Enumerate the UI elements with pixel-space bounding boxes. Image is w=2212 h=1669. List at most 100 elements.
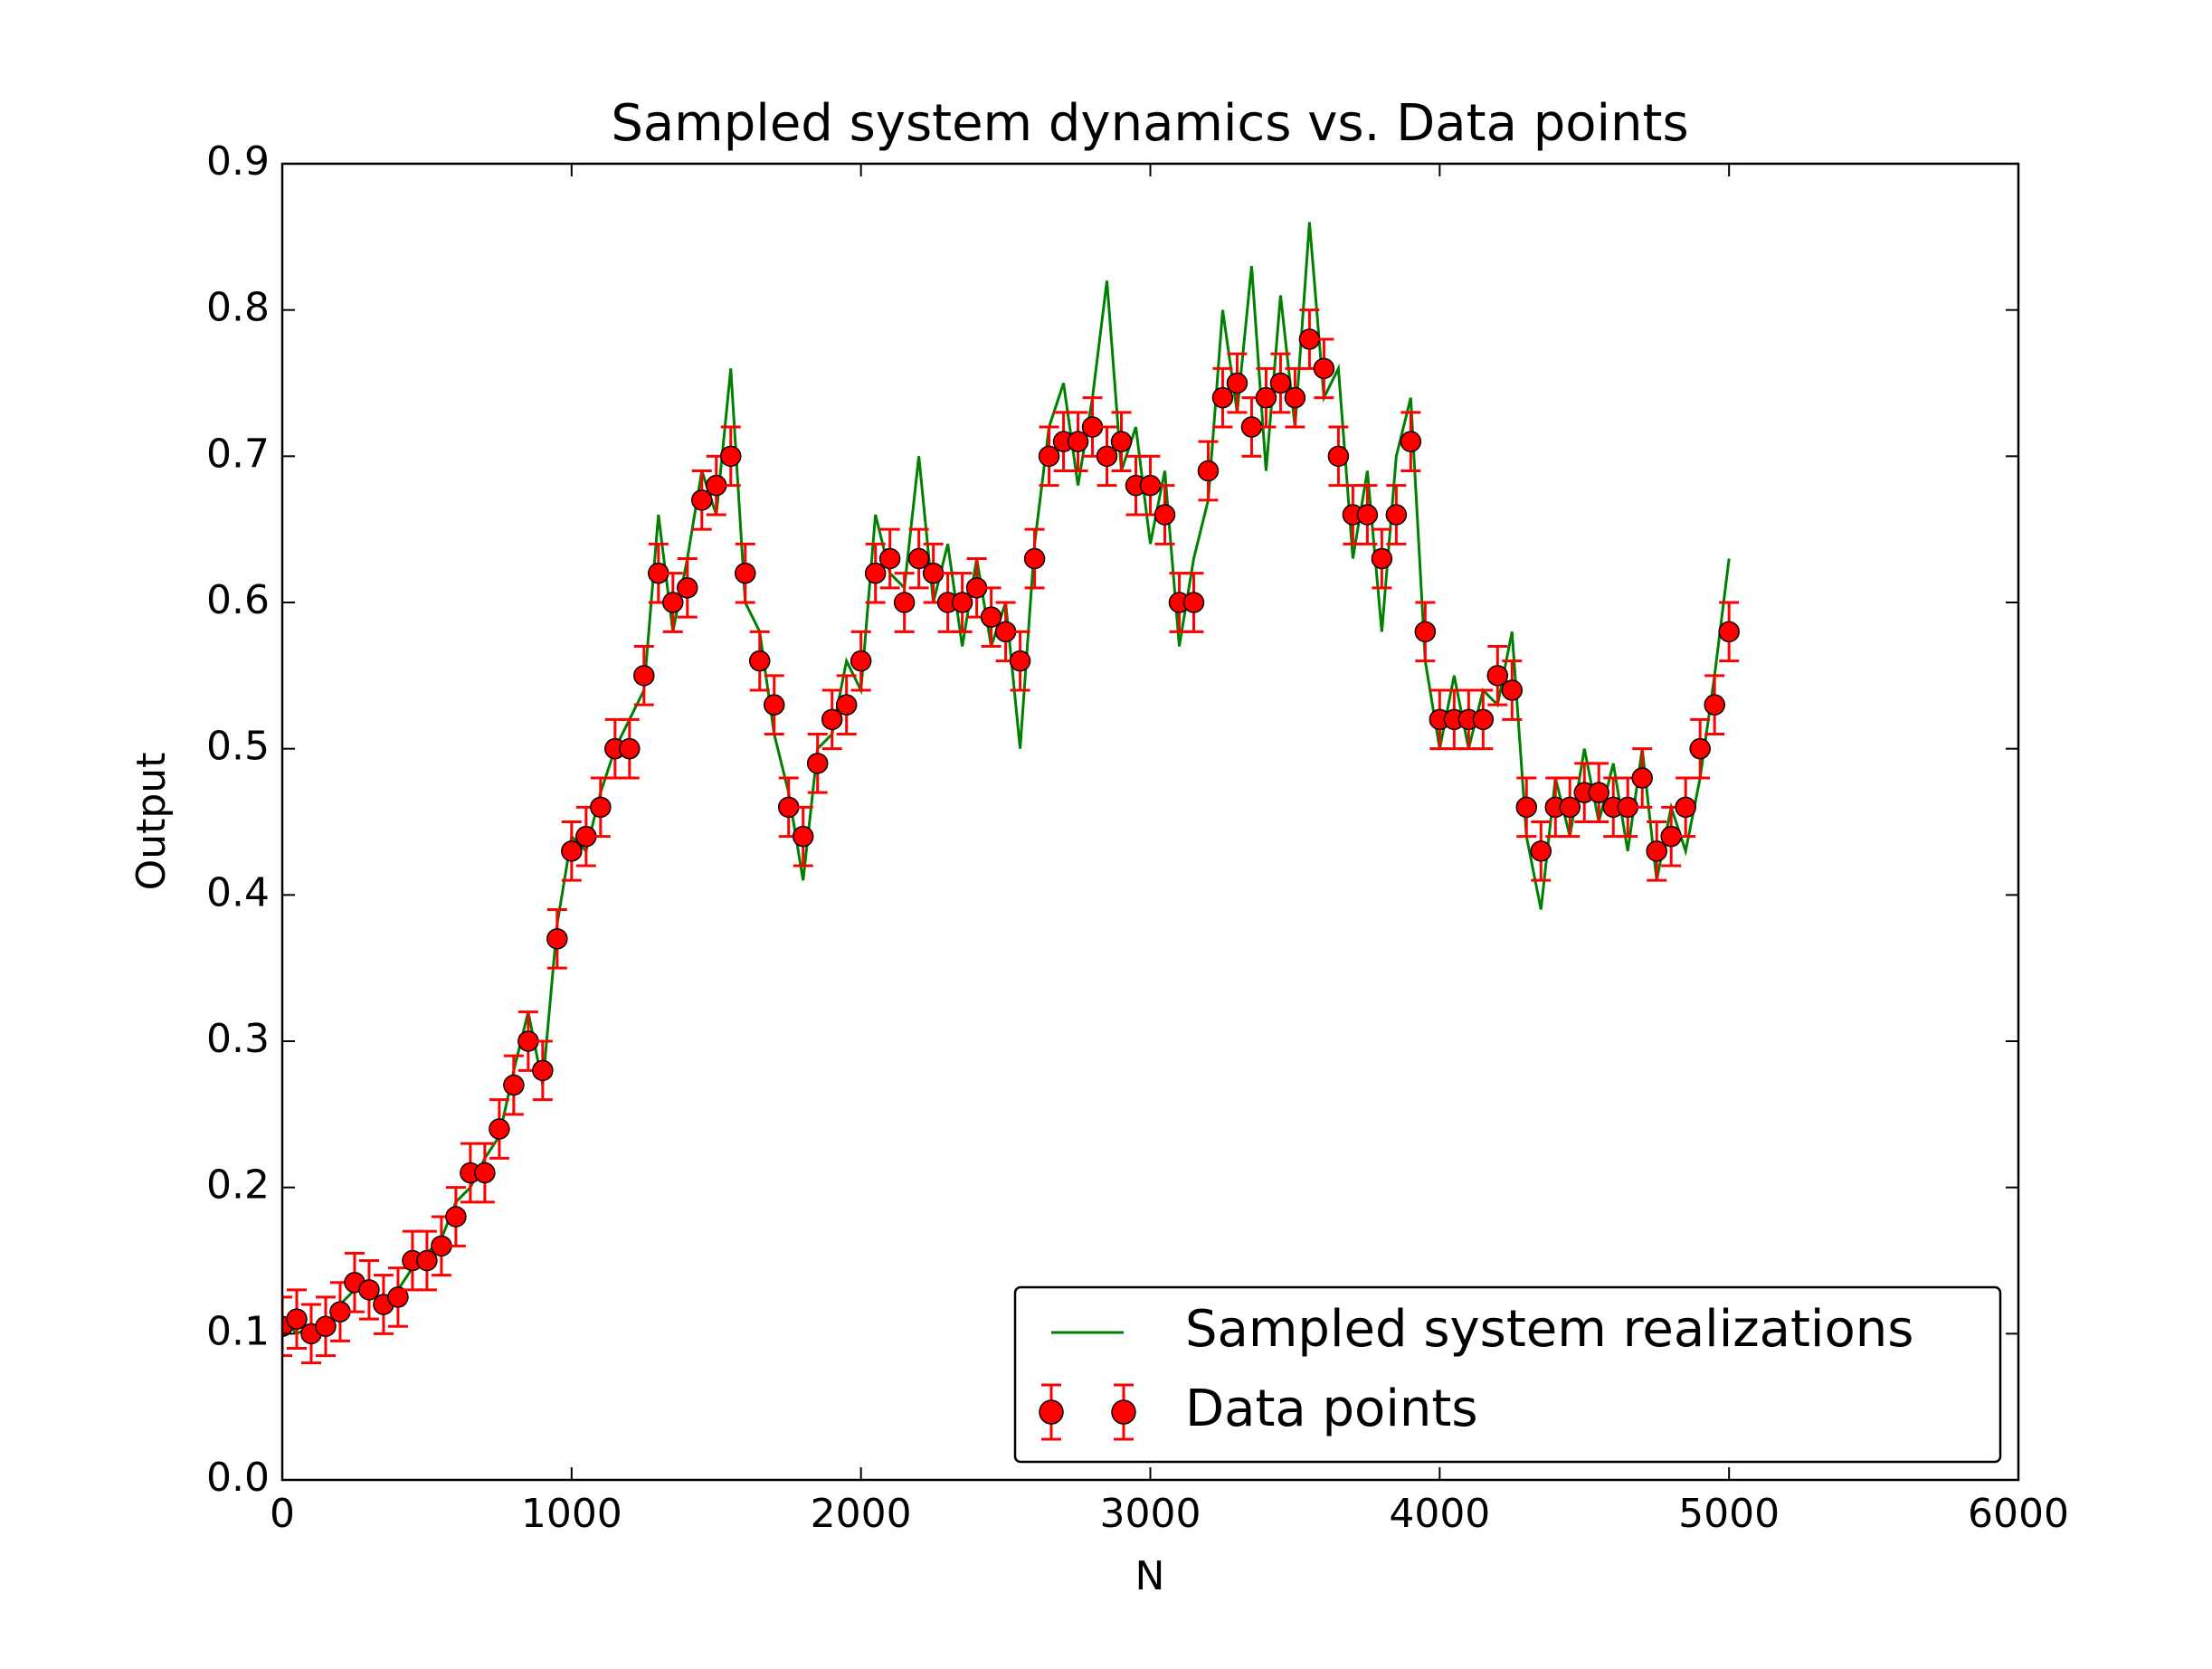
error-point [677,557,698,619]
marker [792,825,814,848]
legend-box [1013,1285,2002,1464]
marker [387,1286,409,1308]
error-point [416,1229,438,1292]
error-point [1400,411,1422,472]
marker [503,1074,525,1096]
error-point [951,572,973,633]
error-point [1617,776,1638,839]
y-tick-label: 0.7 [206,431,270,477]
x-tick-label: 3000 [1100,1491,1201,1537]
marker [980,606,1002,628]
error-point [1197,440,1220,502]
y-tick-label: 0.0 [206,1455,270,1501]
error-point [648,542,669,604]
error-point [821,688,843,751]
legend-label: Sampled system realizations [1185,1300,1913,1359]
marker [1588,782,1609,803]
x-tick-label: 5000 [1678,1491,1780,1537]
marker [416,1249,438,1272]
error-point [329,1281,351,1342]
error-point [1327,425,1350,488]
marker [748,650,771,672]
chart-title: Sampled system dynamics vs. Data points [611,94,1688,153]
error-point [1718,601,1740,663]
error-point [489,1098,510,1160]
error-point [1313,337,1335,400]
marker [864,562,887,584]
error-point [1139,454,1162,517]
marker [878,547,901,570]
error-point [1038,425,1060,488]
error-point [373,1274,394,1335]
error-point [734,542,756,604]
x-axis-label: N [1135,1553,1165,1599]
error-point [1182,572,1205,633]
error-point [1067,411,1089,472]
marker [633,665,655,687]
marker [1501,679,1524,701]
marker [1023,547,1046,570]
y-tick-label: 0.2 [206,1162,270,1209]
marker [662,592,684,613]
error-point [719,425,742,488]
marker [1675,796,1696,819]
error-point [532,1039,554,1102]
legend-swatch [1111,1399,1136,1425]
marker [719,445,742,468]
error-point [1602,776,1624,839]
error-point [633,645,655,706]
error-point [1515,776,1538,839]
marker [358,1279,380,1301]
marker [734,562,756,584]
error-point [431,1215,452,1277]
y-tick-label: 0.4 [206,869,270,915]
data-line [282,222,1731,1336]
marker [763,694,785,716]
error-point [806,733,829,794]
x-tick-label: 2000 [811,1491,912,1537]
marker [1197,460,1220,482]
marker [1009,650,1031,672]
marker [1313,357,1335,380]
marker [677,577,698,599]
marker [1182,592,1205,613]
error-point [1298,308,1321,370]
marker [489,1118,510,1140]
marker [1385,504,1408,526]
marker [1472,708,1495,731]
marker [445,1206,467,1228]
error-point [1559,776,1581,839]
marker [1255,386,1277,409]
marker [1631,767,1653,789]
error-point [286,1288,308,1350]
error-point [1153,484,1176,545]
error-point [763,674,785,735]
legend: Sampled system realizations Data points [1013,1285,2002,1464]
marker [546,928,568,950]
error-point [792,805,814,868]
error-point [1023,527,1046,590]
marker [590,796,612,819]
error-point [691,469,713,531]
marker [1414,621,1437,643]
marker [1226,372,1248,394]
marker [315,1315,337,1337]
marker [1559,796,1581,819]
error-point [387,1266,409,1328]
marker [1067,431,1089,452]
marker [1704,694,1725,716]
error-point [662,572,684,633]
error-point [315,1295,337,1358]
error-point [1371,527,1393,590]
marker [286,1308,308,1330]
error-point [1501,659,1524,721]
error-point [1631,747,1653,809]
y-tick-label: 0.5 [206,724,270,770]
legend-label: Data points [1185,1380,1478,1438]
marker [1327,445,1350,468]
error-point [1472,688,1495,751]
marker [1356,504,1379,526]
error-point [1588,762,1609,823]
marker [951,592,973,613]
